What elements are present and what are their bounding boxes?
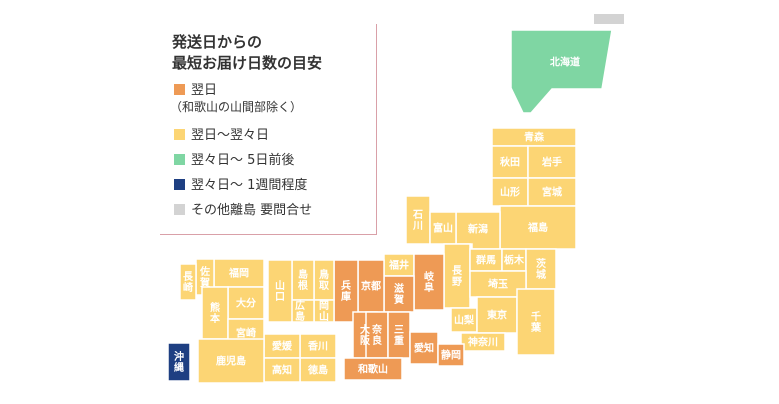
prefecture-label-yamanashi: 山梨: [454, 314, 475, 327]
prefecture-label-wakayama: 和歌山: [357, 363, 388, 376]
prefecture-label-tochigi: 栃木: [504, 254, 525, 267]
prefecture-label-hokkaido: 北海道: [550, 56, 580, 69]
prefecture-toyama: [429, 211, 457, 245]
prefecture-label-miyagi: 宮城: [542, 186, 562, 199]
prefecture-hokkaido: [510, 29, 613, 114]
prefecture-label-saitama: 埼玉: [488, 278, 508, 291]
prefecture-label-iwate: 岩手: [541, 156, 562, 169]
prefecture-label-shimane: 島根: [298, 268, 308, 292]
prefecture-label-kyoto: 京都: [361, 280, 381, 293]
prefecture-oita: [227, 286, 265, 320]
prefecture-label-ibaraki: 茨城: [536, 257, 546, 281]
prefecture-tokyo: [476, 296, 518, 334]
prefecture-label-fukushima: 福島: [527, 221, 548, 234]
prefecture-shizuoka: [437, 343, 465, 367]
legend-label-two-to-week: 翌々日〜 1週間程度: [191, 178, 308, 193]
prefecture-label-kanagawa: 神奈川: [468, 336, 498, 349]
prefecture-nagasaki: [179, 263, 197, 301]
prefecture-wakayama: [343, 357, 403, 381]
prefecture-kanagawa: [460, 332, 506, 352]
legend-title-line2: 最短お届け日数の目安: [172, 54, 323, 72]
prefecture-label-mie: 三重: [394, 324, 404, 347]
prefecture-ishikawa: [405, 195, 431, 245]
prefecture-chiba: [516, 288, 556, 356]
prefecture-label-kagawa: 香川: [308, 340, 328, 353]
prefecture-label-yamaguchi: 山口: [275, 279, 285, 303]
prefecture-label-aomori: 青森: [524, 131, 545, 144]
prefecture-tokushima: [299, 357, 337, 383]
prefecture-label-chiba: 千葉: [530, 310, 542, 334]
prefecture-label-gifu: 岐阜: [424, 270, 434, 294]
prefecture-label-tottori: 鳥取: [319, 268, 330, 292]
legend-sublabel-next-day: （和歌山の山間部除く）: [170, 100, 303, 114]
prefecture-iwate: [527, 145, 577, 179]
prefecture-yamagata: [491, 177, 529, 207]
prefecture-label-fukuoka: 福岡: [228, 267, 249, 280]
legend-swatch-two-to-five: [174, 154, 185, 165]
prefecture-label-nagasaki: 長崎: [183, 271, 194, 294]
legend-label-next-day: 翌日: [191, 83, 218, 98]
prefecture-label-nara: 奈良: [371, 323, 383, 347]
prefecture-label-oita: 大分: [236, 297, 256, 310]
prefecture-label-shizuoka: 静岡: [441, 349, 461, 362]
legend-swatch-two-to-week: [174, 179, 185, 190]
prefecture-kagoshima: [197, 338, 265, 384]
legend-swatch-next-to-two: [174, 129, 185, 140]
legend-item-islands: その他離島 要問合せ: [174, 202, 312, 219]
prefecture-label-okayama: 岡山: [319, 300, 329, 323]
prefecture-label-toyama: 富山: [433, 222, 453, 235]
prefecture-label-osaka: 大阪: [360, 323, 371, 347]
prefecture-label-saga: 佐賀: [199, 265, 210, 289]
prefecture-yamaguchi: [267, 259, 293, 323]
prefecture-label-akita: 秋田: [500, 156, 520, 169]
legend-item-two-to-week: 翌々日〜 1週間程度: [174, 177, 307, 194]
legend-item-next-to-two: 翌日〜翌々日: [174, 127, 269, 144]
legend-swatch-islands: [174, 204, 185, 215]
prefecture-label-nagano: 長野: [452, 265, 463, 288]
prefecture-label-shiga: 滋賀: [393, 282, 404, 306]
legend-title: 発送日からの 最短お届け日数の目安: [172, 32, 322, 74]
prefecture-label-hyogo: 兵庫: [341, 279, 351, 303]
prefecture-akita: [491, 145, 529, 179]
legend-item-two-to-five: 翌々日〜 5日前後: [174, 152, 294, 169]
prefecture-label-kochi: 高知: [272, 364, 292, 377]
prefecture-label-okinawa: 沖縄: [174, 350, 184, 374]
prefecture-shiga: [383, 275, 415, 313]
legend-label-two-to-five: 翌々日〜 5日前後: [191, 153, 295, 168]
prefecture-label-ishikawa: 石川: [412, 209, 423, 232]
prefecture-label-gunma: 群馬: [476, 254, 496, 267]
legend-label-islands: その他離島 要問合せ: [191, 203, 313, 218]
legend-label-next-to-two: 翌日〜翌々日: [191, 128, 270, 143]
prefecture-label-fukui: 福井: [388, 259, 409, 272]
prefecture-label-tokushima: 徳島: [307, 364, 328, 377]
prefecture-aichi: [409, 331, 439, 365]
prefecture-yamanashi: [450, 307, 478, 333]
prefecture-label-aichi: 愛知: [414, 342, 434, 355]
prefecture-label-niigata: 新潟: [468, 223, 488, 236]
prefecture-kyoto: [357, 259, 385, 313]
legend-swatch-next-day: [174, 84, 185, 95]
legend: 発送日からの 最短お届け日数の目安 翌日 （和歌山の山間部除く） 翌日〜翌々日 …: [160, 24, 377, 235]
legend-title-line1: 発送日からの: [172, 33, 263, 51]
prefecture-label-miyazaki: 宮崎: [236, 327, 256, 340]
prefecture-label-hiroshima: 広島: [295, 299, 305, 323]
prefecture-label-tokyo: 東京: [487, 309, 507, 322]
legend-item-next-day: 翌日 （和歌山の山間部除く）: [170, 82, 302, 116]
prefecture-label-kagoshima: 鹿児島: [216, 355, 246, 368]
prefecture-label-yamagata: 山形: [500, 186, 520, 199]
prefecture-label-ehime: 愛媛: [272, 340, 293, 353]
prefecture-kochi: [263, 357, 301, 383]
prefecture-okinawa: [167, 342, 191, 382]
remote-islands-marker: [594, 14, 624, 24]
prefecture-label-kumamoto: 熊本: [210, 301, 221, 325]
